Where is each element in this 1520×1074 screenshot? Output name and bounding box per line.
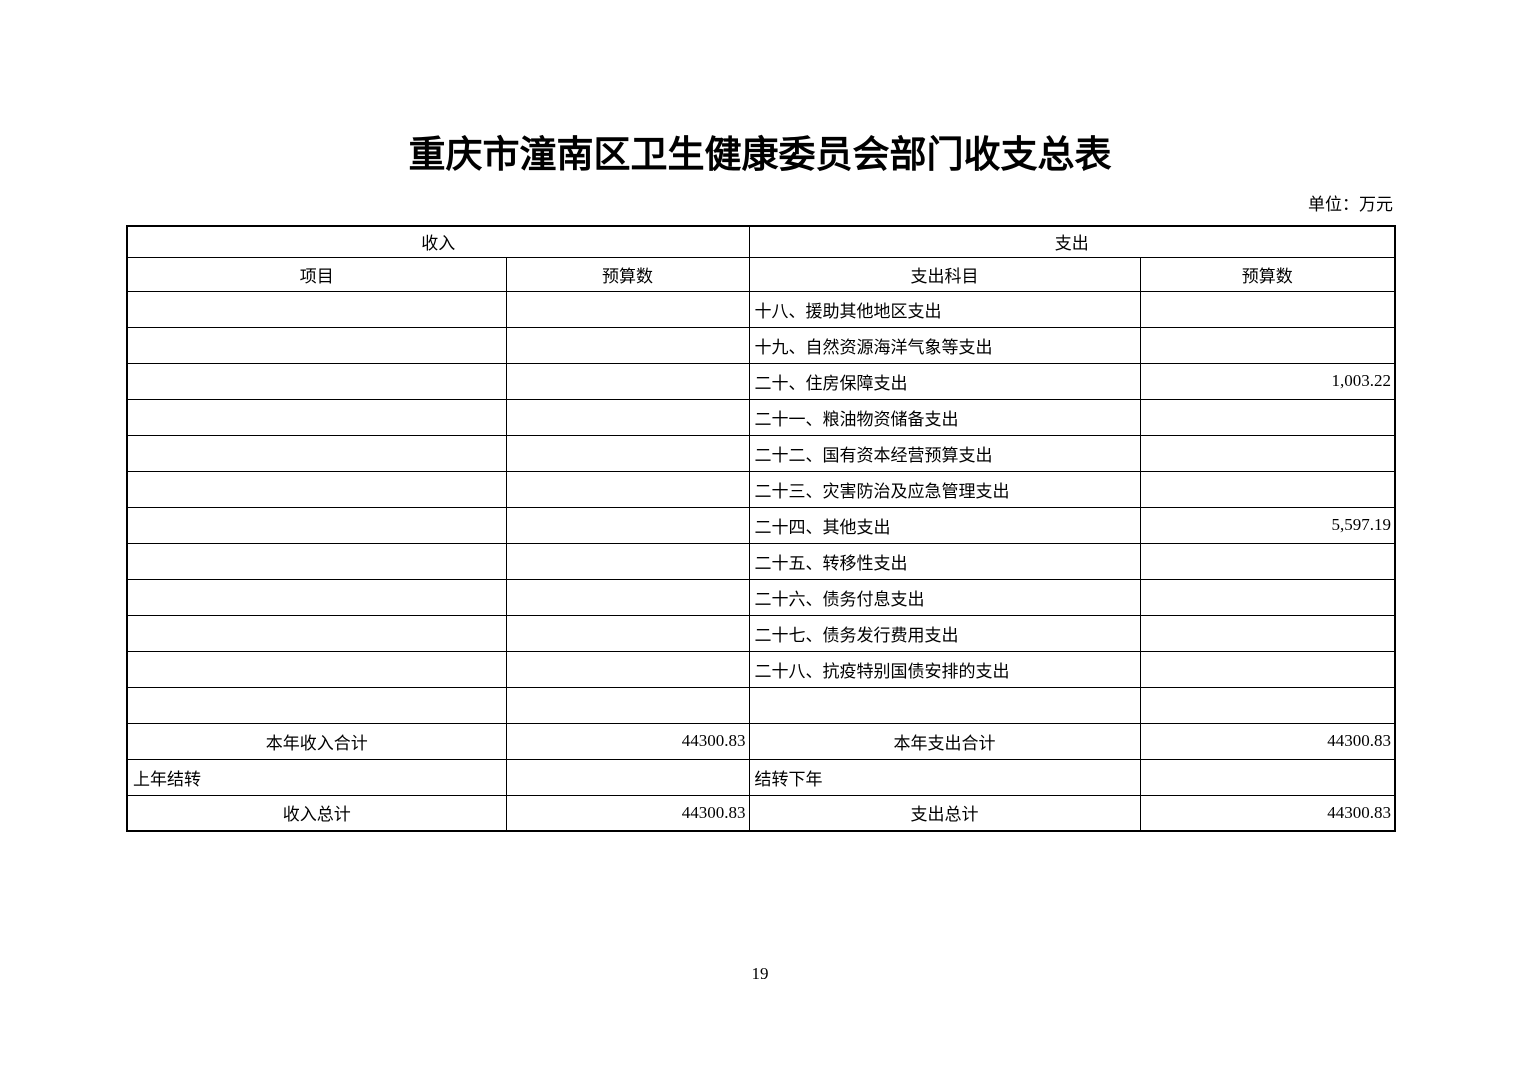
income-item-cell bbox=[126, 614, 507, 652]
income-budget-cell bbox=[505, 506, 750, 544]
expense-budget-cell: 1,003.22 bbox=[1139, 362, 1396, 400]
expense-item-cell: 二十二、国有资本经营预算支出 bbox=[748, 434, 1141, 472]
expense-item-cell: 二十三、灾害防治及应急管理支出 bbox=[748, 470, 1141, 508]
income-budget-cell bbox=[505, 578, 750, 616]
income-item-cell bbox=[126, 686, 507, 724]
table-column-header-row: 项目 预算数 支出科目 预算数 bbox=[126, 256, 1396, 292]
carryover-prev-label-cell: 上年结转 bbox=[126, 758, 507, 796]
expense-budget-cell bbox=[1139, 542, 1396, 580]
income-item-cell bbox=[126, 578, 507, 616]
table-row: 二十六、债务付息支出 bbox=[126, 578, 1396, 616]
expense-item-cell: 二十四、其他支出 bbox=[748, 506, 1141, 544]
expense-budget-column-header: 预算数 bbox=[1139, 256, 1396, 292]
expense-grand-total-value-cell: 44300.83 bbox=[1139, 794, 1396, 832]
income-item-cell bbox=[126, 434, 507, 472]
income-budget-cell bbox=[505, 650, 750, 688]
budget-summary-table: 收入 支出 项目 预算数 支出科目 预算数 十八、援助其他地区支出 十九、自然资… bbox=[126, 225, 1396, 832]
income-budget-cell bbox=[505, 614, 750, 652]
table-row: 二十八、抗疫特别国债安排的支出 bbox=[126, 650, 1396, 688]
expense-total-label-cell: 本年支出合计 bbox=[748, 722, 1141, 760]
income-total-value-cell: 44300.83 bbox=[505, 722, 750, 760]
table-row: 二十二、国有资本经营预算支出 bbox=[126, 434, 1396, 472]
table-row: 二十三、灾害防治及应急管理支出 bbox=[126, 470, 1396, 508]
income-grand-total-value-cell: 44300.83 bbox=[505, 794, 750, 832]
expense-budget-cell: 5,597.19 bbox=[1139, 506, 1396, 544]
expense-grand-total-label-cell: 支出总计 bbox=[748, 794, 1141, 832]
income-item-cell bbox=[126, 470, 507, 508]
grand-total-row: 收入总计 44300.83 支出总计 44300.83 bbox=[126, 794, 1396, 832]
table-row: 二十一、粮油物资储备支出 bbox=[126, 398, 1396, 436]
table-row bbox=[126, 686, 1396, 724]
income-budget-cell bbox=[505, 542, 750, 580]
carryover-prev-value-cell bbox=[505, 758, 750, 796]
expense-budget-cell bbox=[1139, 614, 1396, 652]
expense-budget-cell bbox=[1139, 398, 1396, 436]
page-number: 19 bbox=[751, 964, 769, 983]
table-group-header-row: 收入 支出 bbox=[126, 225, 1396, 258]
expense-item-cell bbox=[748, 686, 1141, 724]
income-budget-cell bbox=[505, 362, 750, 400]
expense-budget-cell bbox=[1139, 434, 1396, 472]
income-budget-column-header: 预算数 bbox=[505, 256, 750, 292]
expense-item-cell: 十九、自然资源海洋气象等支出 bbox=[748, 326, 1141, 364]
income-budget-cell bbox=[505, 398, 750, 436]
expense-budget-cell bbox=[1139, 578, 1396, 616]
income-group-header: 收入 bbox=[126, 225, 750, 258]
expense-item-cell: 十八、援助其他地区支出 bbox=[748, 290, 1141, 328]
expense-item-cell: 二十一、粮油物资储备支出 bbox=[748, 398, 1141, 436]
carryover-row: 上年结转 结转下年 bbox=[126, 758, 1396, 796]
table-row: 二十五、转移性支出 bbox=[126, 542, 1396, 580]
expense-budget-cell bbox=[1139, 290, 1396, 328]
income-item-cell bbox=[126, 506, 507, 544]
page-title: 重庆市潼南区卫生健康委员会部门收支总表 bbox=[408, 135, 1112, 176]
income-item-cell bbox=[126, 398, 507, 436]
table-row: 十九、自然资源海洋气象等支出 bbox=[126, 326, 1396, 364]
table-row: 二十七、债务发行费用支出 bbox=[126, 614, 1396, 652]
table-row: 二十、住房保障支出 1,003.22 bbox=[126, 362, 1396, 400]
table-row: 二十四、其他支出 5,597.19 bbox=[126, 506, 1396, 544]
expense-item-column-header: 支出科目 bbox=[748, 256, 1141, 292]
income-item-cell bbox=[126, 290, 507, 328]
income-budget-cell bbox=[505, 434, 750, 472]
expense-group-header: 支出 bbox=[748, 225, 1396, 258]
income-item-column-header: 项目 bbox=[126, 256, 507, 292]
income-item-cell bbox=[126, 362, 507, 400]
carryover-next-label-cell: 结转下年 bbox=[748, 758, 1141, 796]
income-budget-cell bbox=[505, 326, 750, 364]
income-budget-cell bbox=[505, 470, 750, 508]
carryover-next-value-cell bbox=[1139, 758, 1396, 796]
expense-item-cell: 二十五、转移性支出 bbox=[748, 542, 1141, 580]
expense-budget-cell bbox=[1139, 470, 1396, 508]
current-year-total-row: 本年收入合计 44300.83 本年支出合计 44300.83 bbox=[126, 722, 1396, 760]
expense-item-cell: 二十七、债务发行费用支出 bbox=[748, 614, 1141, 652]
expense-total-value-cell: 44300.83 bbox=[1139, 722, 1396, 760]
income-item-cell bbox=[126, 650, 507, 688]
table-row: 十八、援助其他地区支出 bbox=[126, 290, 1396, 328]
income-grand-total-label-cell: 收入总计 bbox=[126, 794, 507, 832]
unit-note: 单位：万元 bbox=[1308, 195, 1393, 214]
income-total-label-cell: 本年收入合计 bbox=[126, 722, 507, 760]
income-budget-cell bbox=[505, 290, 750, 328]
expense-item-cell: 二十六、债务付息支出 bbox=[748, 578, 1141, 616]
income-budget-cell bbox=[505, 686, 750, 724]
expense-item-cell: 二十、住房保障支出 bbox=[748, 362, 1141, 400]
expense-item-cell: 二十八、抗疫特别国债安排的支出 bbox=[748, 650, 1141, 688]
expense-budget-cell bbox=[1139, 326, 1396, 364]
expense-budget-cell bbox=[1139, 650, 1396, 688]
income-item-cell bbox=[126, 542, 507, 580]
expense-budget-cell bbox=[1139, 686, 1396, 724]
income-item-cell bbox=[126, 326, 507, 364]
